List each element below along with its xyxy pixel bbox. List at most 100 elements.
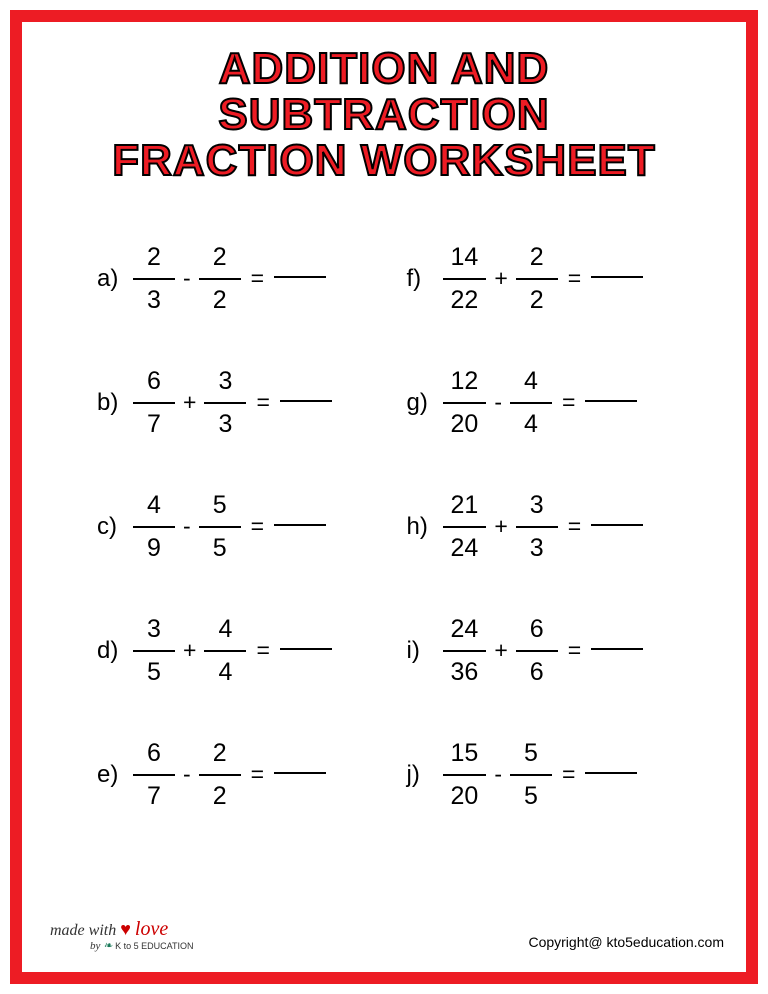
denominator: 5 <box>139 652 169 687</box>
equals-sign: = <box>246 637 279 664</box>
fraction-2: 2 2 <box>199 739 241 811</box>
equals-sign: = <box>241 761 274 788</box>
answer-blank[interactable] <box>585 772 637 774</box>
made-with-text: made with <box>50 922 116 939</box>
numerator: 5 <box>199 491 241 528</box>
problem-label: d) <box>97 637 133 665</box>
equals-sign: = <box>558 513 591 540</box>
love-text: love <box>135 918 168 940</box>
denominator: 24 <box>443 528 487 563</box>
problem-d: d) 3 5 + 4 4 = <box>97 615 377 687</box>
denominator: 7 <box>139 776 169 811</box>
title-line-1: ADDITION AND SUBTRACTION <box>218 44 549 139</box>
fraction-1: 6 7 <box>133 739 175 811</box>
numerator: 21 <box>443 491 487 528</box>
denominator: 20 <box>443 404 487 439</box>
numerator: 6 <box>516 615 558 652</box>
numerator: 2 <box>516 243 558 280</box>
problem-label: e) <box>97 761 133 789</box>
operator: - <box>175 265 199 292</box>
equals-sign: = <box>241 265 274 292</box>
denominator: 36 <box>443 652 487 687</box>
operator: - <box>486 389 510 416</box>
fraction-1: 24 36 <box>443 615 487 687</box>
problem-b: b) 6 7 + 3 3 = <box>97 367 377 439</box>
problem-f: f) 14 22 + 2 2 = <box>407 243 687 315</box>
numerator: 15 <box>443 739 487 776</box>
answer-blank[interactable] <box>591 648 643 650</box>
equals-sign: = <box>552 761 585 788</box>
title-line-2: FRACTION WORKSHEET <box>112 136 656 185</box>
numerator: 4 <box>204 615 246 652</box>
by-line: by ❧ K to 5 EDUCATION <box>90 939 193 952</box>
equals-sign: = <box>241 513 274 540</box>
denominator: 3 <box>522 528 552 563</box>
denominator: 20 <box>443 776 487 811</box>
fraction-1: 14 22 <box>443 243 487 315</box>
numerator: 4 <box>510 367 552 404</box>
problems-grid: a) 2 3 - 2 2 = f) 14 22 + 2 2 = <box>22 195 746 811</box>
numerator: 3 <box>133 615 175 652</box>
answer-blank[interactable] <box>280 648 332 650</box>
fraction-2: 2 2 <box>516 243 558 315</box>
denominator: 7 <box>139 404 169 439</box>
problem-label: i) <box>407 637 443 665</box>
answer-blank[interactable] <box>274 524 326 526</box>
numerator: 5 <box>510 739 552 776</box>
numerator: 24 <box>443 615 487 652</box>
fraction-1: 3 5 <box>133 615 175 687</box>
problem-label: a) <box>97 265 133 293</box>
numerator: 6 <box>133 367 175 404</box>
numerator: 6 <box>133 739 175 776</box>
copyright-text: Copyright@ kto5education.com <box>528 934 724 950</box>
numerator: 12 <box>443 367 487 404</box>
operator: + <box>486 265 515 292</box>
denominator: 3 <box>210 404 240 439</box>
answer-blank[interactable] <box>585 400 637 402</box>
answer-blank[interactable] <box>274 276 326 278</box>
fraction-2: 4 4 <box>204 615 246 687</box>
problem-label: g) <box>407 389 443 417</box>
answer-blank[interactable] <box>591 524 643 526</box>
problem-label: h) <box>407 513 443 541</box>
numerator: 4 <box>133 491 175 528</box>
denominator: 2 <box>522 280 552 315</box>
denominator: 6 <box>522 652 552 687</box>
denominator: 5 <box>205 528 235 563</box>
fraction-1: 6 7 <box>133 367 175 439</box>
denominator: 2 <box>205 776 235 811</box>
fraction-2: 2 2 <box>199 243 241 315</box>
problem-h: h) 21 24 + 3 3 = <box>407 491 687 563</box>
answer-blank[interactable] <box>280 400 332 402</box>
denominator: 4 <box>516 404 546 439</box>
fraction-1: 21 24 <box>443 491 487 563</box>
denominator: 22 <box>443 280 487 315</box>
answer-blank[interactable] <box>591 276 643 278</box>
operator: + <box>175 389 204 416</box>
problem-c: c) 4 9 - 5 5 = <box>97 491 377 563</box>
denominator: 9 <box>139 528 169 563</box>
equals-sign: = <box>552 389 585 416</box>
worksheet-title: ADDITION AND SUBTRACTION FRACTION WORKSH… <box>22 22 746 195</box>
problem-label: b) <box>97 389 133 417</box>
fraction-2: 5 5 <box>510 739 552 811</box>
equals-sign: = <box>558 265 591 292</box>
operator: + <box>486 513 515 540</box>
operator: + <box>486 637 515 664</box>
problem-a: a) 2 3 - 2 2 = <box>97 243 377 315</box>
denominator: 5 <box>516 776 546 811</box>
fraction-2: 3 3 <box>204 367 246 439</box>
answer-blank[interactable] <box>274 772 326 774</box>
problem-j: j) 15 20 - 5 5 = <box>407 739 687 811</box>
problem-i: i) 24 36 + 6 6 = <box>407 615 687 687</box>
numerator: 3 <box>516 491 558 528</box>
numerator: 2 <box>199 243 241 280</box>
operator: - <box>175 513 199 540</box>
numerator: 3 <box>204 367 246 404</box>
fraction-2: 5 5 <box>199 491 241 563</box>
denominator: 3 <box>139 280 169 315</box>
problem-label: j) <box>407 761 443 789</box>
problem-label: f) <box>407 265 443 293</box>
fraction-2: 6 6 <box>516 615 558 687</box>
fraction-1: 2 3 <box>133 243 175 315</box>
